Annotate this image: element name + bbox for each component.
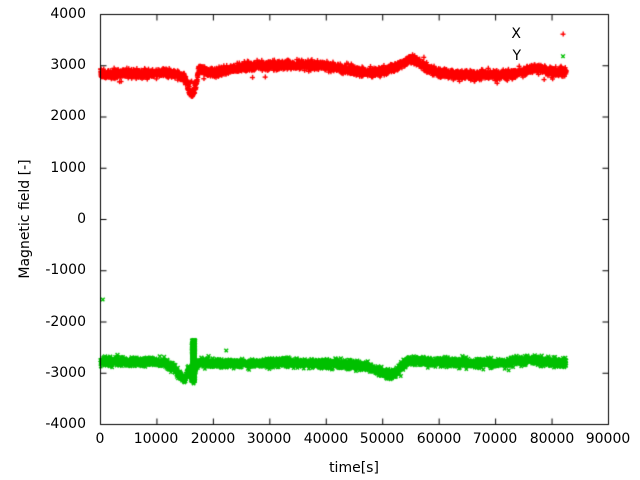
- x-tick-label-0: 0: [95, 431, 105, 447]
- x-tick-label-80000: 80000: [529, 431, 575, 447]
- y-tick-label-n1000: -1000: [45, 262, 86, 278]
- y-tick-label-n4000: -4000: [45, 416, 86, 432]
- y-tick-label-n2000: -2000: [45, 314, 86, 330]
- x-tick-label-70000: 70000: [472, 431, 518, 447]
- y-tick-label-2000: 2000: [50, 108, 86, 124]
- x-tick-label-20000: 20000: [190, 431, 236, 447]
- legend-entry-y-label: Y: [512, 48, 521, 64]
- y-tick-label-n3000: -3000: [45, 365, 86, 381]
- x-axis-title: time[s]: [329, 460, 379, 476]
- x-tick-label-90000: 90000: [585, 431, 631, 447]
- x-tick-label-60000: 60000: [416, 431, 462, 447]
- x-tick-label-10000: 10000: [133, 431, 179, 447]
- y-axis-title: Magnetic field [-]: [17, 159, 33, 279]
- y-tick-label-0: 0: [77, 211, 86, 227]
- legend-entry-x-label: X: [511, 26, 521, 42]
- y-tick-label-3000: 3000: [50, 57, 86, 73]
- y-tick-label-4000: 4000: [50, 6, 86, 22]
- x-tick-label-40000: 40000: [303, 431, 349, 447]
- x-tick-label-50000: 50000: [359, 431, 405, 447]
- y-tick-label-1000: 1000: [50, 160, 86, 176]
- x-tick-label-30000: 30000: [246, 431, 292, 447]
